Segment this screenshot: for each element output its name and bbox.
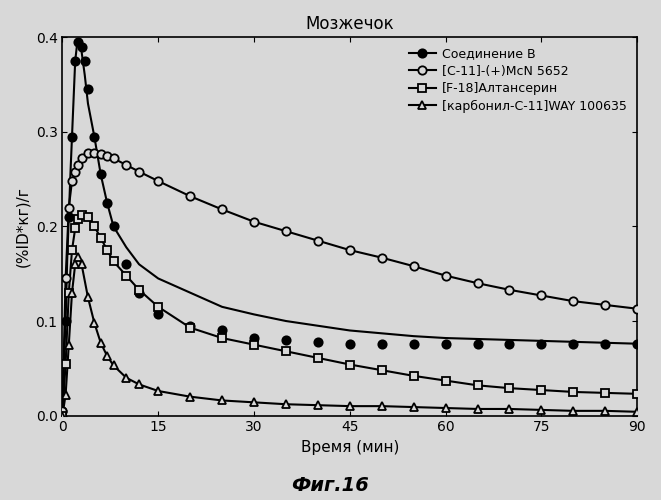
X-axis label: Время (мин): Время (мин)	[301, 440, 399, 455]
Text: Фиг.16: Фиг.16	[292, 476, 369, 495]
Y-axis label: (%ID*кг)/г: (%ID*кг)/г	[15, 186, 30, 267]
Legend: Соединение В, [C-11]-(+)McN 5652, [F-18]Алтансерин, [карбонил-C-11]WAY 100635: Соединение В, [C-11]-(+)McN 5652, [F-18]…	[405, 44, 631, 117]
Title: Мозжечок: Мозжечок	[305, 15, 394, 33]
